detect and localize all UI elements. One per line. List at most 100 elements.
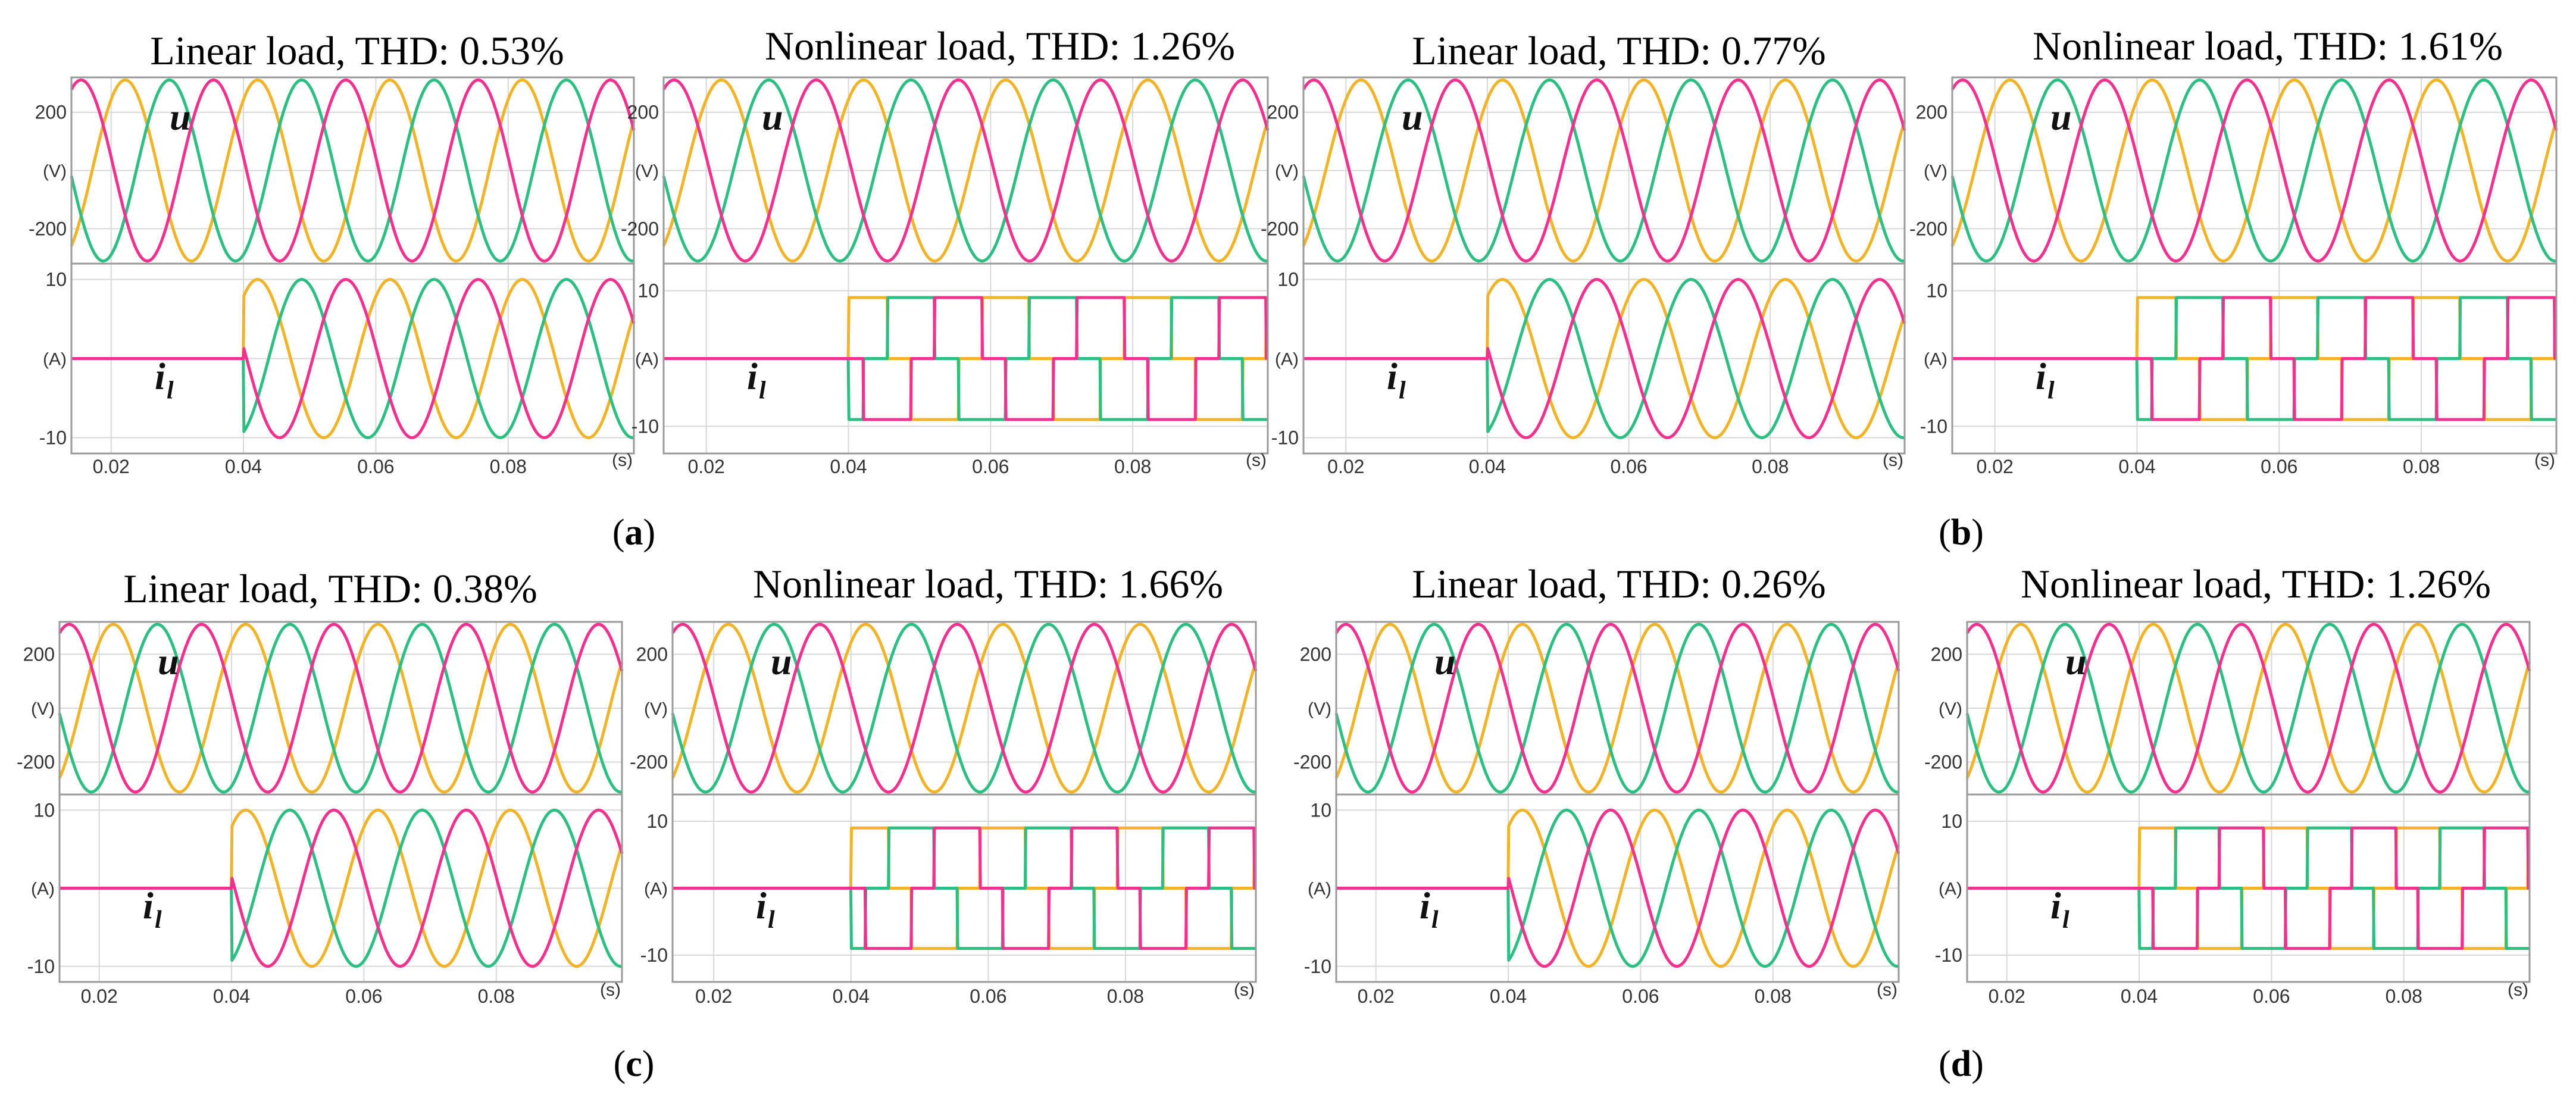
x-tick-label: 0.04	[213, 986, 250, 1007]
current-unit-label: (A)	[644, 880, 668, 899]
x-unit-label: (s)	[1883, 450, 1903, 470]
current-frame	[1302, 262, 1906, 455]
current-plot	[671, 826, 1257, 950]
voltage-symbol: u	[2065, 640, 2087, 683]
x-tick-label: 0.04	[225, 456, 262, 477]
current-plot	[58, 808, 624, 968]
current-tick-label: 10	[33, 799, 55, 821]
voltage-unit-label: (V)	[1275, 162, 1299, 182]
voltage-series-phase-b	[1965, 622, 2530, 794]
grid	[60, 622, 622, 982]
voltage-tick-label: 200	[1916, 102, 1947, 123]
x-tick-label: 0.08	[1752, 456, 1789, 477]
current-tick-label: -10	[1271, 427, 1299, 448]
voltage-tick-label: -200	[29, 218, 67, 239]
current-series-phase-c	[1302, 278, 1906, 439]
voltage-unit-label: (V)	[43, 162, 67, 182]
caption-close: )	[643, 512, 656, 553]
voltage-tick-label: 200	[23, 643, 55, 665]
current-tick-label: 10	[646, 811, 668, 832]
x-tick-label: 0.02	[1327, 456, 1364, 477]
voltage-series-phase-b	[1302, 78, 1905, 263]
x-unit-label: (s)	[1877, 980, 1897, 1000]
x-tick-label: 0.04	[2121, 986, 2158, 1007]
x-tick-label: 0.04	[2118, 456, 2155, 477]
x-tick-label: 0.06	[345, 986, 382, 1007]
voltage-series-phase-c	[671, 622, 1258, 794]
voltage-symbol: u	[170, 96, 191, 138]
current-tick-label: -10	[1935, 944, 1962, 966]
current-symbol-subscript: l	[167, 377, 174, 405]
x-unit-label: (s)	[1234, 980, 1255, 1000]
voltage-unit-label: (V)	[1939, 699, 1962, 719]
x-tick-label: 0.04	[1469, 456, 1506, 477]
panel-title: Nonlinear load, THD: 1.66%	[753, 561, 1223, 606]
x-tick-label: 0.08	[1107, 986, 1144, 1007]
voltage-series-phase-c	[1334, 622, 1900, 794]
caption-open: (	[1939, 1044, 1951, 1084]
current-symbol-subscript: l	[2062, 906, 2069, 934]
voltage-series-phase-b	[1334, 622, 1899, 794]
voltage-plot	[662, 78, 1270, 263]
caption-open: (	[1939, 512, 1951, 553]
voltage-series-phase-c	[1302, 78, 1906, 263]
caption-close: )	[1971, 1044, 1984, 1084]
caption-letter: b	[1951, 512, 1971, 553]
current-tick-label: -10	[39, 427, 67, 448]
grid	[1336, 622, 1899, 982]
caption-close: )	[642, 1044, 655, 1084]
voltage-plot	[1302, 78, 1906, 263]
x-unit-label: (s)	[1246, 450, 1267, 470]
grid	[673, 622, 1256, 982]
voltage-tick-label: 200	[1267, 102, 1299, 123]
subfigure-caption: (b)	[1939, 512, 1984, 553]
panel-1: Linear load, THD: 0.53% 200 (V) -200 10 (A) -1…	[29, 28, 636, 477]
current-symbol: i	[756, 884, 767, 927]
x-unit-label: (s)	[2534, 450, 2555, 470]
voltage-series-phase-a	[1334, 622, 1900, 794]
current-tick-label: -10	[1304, 956, 1331, 977]
voltage-tick-label: 200	[1300, 643, 1331, 665]
voltage-unit-label: (V)	[31, 699, 55, 719]
voltage-plot	[1965, 622, 2531, 794]
current-frame	[1951, 262, 2558, 455]
grid	[1303, 77, 1905, 453]
x-unit-label: (s)	[2508, 980, 2528, 1000]
voltage-tick-label: 200	[627, 102, 659, 123]
caption-open: (	[612, 512, 625, 553]
panel-title: Nonlinear load, THD: 1.26%	[2021, 561, 2491, 606]
x-tick-label: 0.04	[830, 456, 867, 477]
voltage-symbol: u	[1402, 96, 1423, 138]
current-frame	[1335, 793, 1900, 983]
x-tick-label: 0.02	[1977, 456, 2014, 477]
voltage-series-phase-a	[671, 622, 1258, 794]
current-tick-label: 10	[1277, 269, 1299, 290]
panel-5: Linear load, THD: 0.38% 200 (V) -200 10 (A) -1…	[17, 566, 624, 1007]
x-tick-label: 0.06	[357, 456, 394, 477]
subfigure-caption: (a)	[612, 512, 655, 553]
current-plot	[1966, 826, 2531, 950]
voltage-tick-label: 200	[35, 102, 67, 123]
current-symbol: i	[143, 884, 154, 927]
panel-title: Linear load, THD: 0.77%	[1412, 28, 1826, 73]
current-unit-label: (A)	[1308, 880, 1331, 899]
panel-7: Linear load, THD: 0.26% 200 (V) -200 10 (A) -1…	[1293, 561, 1900, 1007]
x-tick-label: 0.06	[1622, 986, 1659, 1007]
voltage-unit-label: (V)	[644, 699, 668, 719]
current-frame	[671, 793, 1257, 983]
current-plot	[1951, 296, 2558, 421]
x-tick-label: 0.06	[1610, 456, 1647, 477]
current-symbol-subscript: l	[768, 906, 775, 934]
panel-6: Nonlinear load, THD: 1.66% 200 (V) -200 10 (A…	[630, 561, 1258, 1007]
current-unit-label: (A)	[1275, 350, 1299, 370]
voltage-unit-label: (V)	[1924, 162, 1947, 182]
voltage-plot	[1950, 78, 2558, 263]
x-tick-label: 0.02	[1989, 986, 2025, 1007]
voltage-symbol: u	[2050, 96, 2072, 138]
current-series-phase-c	[1951, 296, 2558, 421]
voltage-tick-label: 200	[636, 643, 668, 665]
voltage-symbol: u	[1434, 640, 1456, 683]
voltage-series-phase-a	[1302, 78, 1906, 263]
current-series-phase-c	[662, 296, 1269, 421]
current-unit-label: (A)	[31, 880, 55, 899]
